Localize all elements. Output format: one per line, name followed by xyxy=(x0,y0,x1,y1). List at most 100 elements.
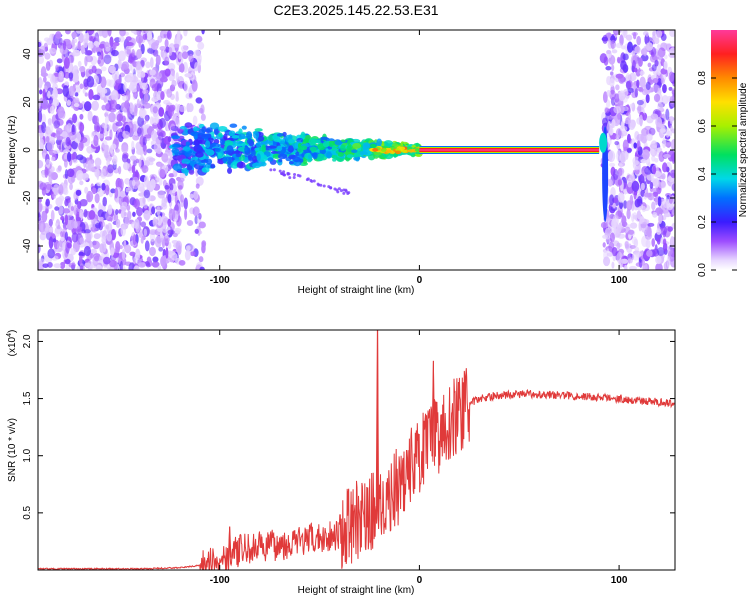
heatmap-cell xyxy=(634,88,639,98)
heatmap-cell xyxy=(71,124,77,136)
heatmap-cell xyxy=(665,127,670,138)
heatmap-cell xyxy=(245,131,253,140)
heatmap-cell xyxy=(276,133,284,137)
heatmap-cell xyxy=(66,123,73,133)
heatmap-cell xyxy=(654,177,660,189)
heatmap-cell xyxy=(198,256,204,263)
heatmap-cell xyxy=(609,232,615,243)
heatmap-cell xyxy=(72,49,81,57)
heatmap-cell xyxy=(132,234,137,246)
heatmap-cell xyxy=(150,178,156,190)
heatmap-cell xyxy=(602,242,606,248)
heatmap-cell xyxy=(115,218,121,228)
heatmap-cell xyxy=(132,211,136,217)
heatmap-cell xyxy=(79,237,85,245)
heatmap-cell xyxy=(167,104,175,117)
heatmap-cell xyxy=(655,255,662,265)
heatmap-cell xyxy=(652,211,658,218)
heatmap-cell xyxy=(48,236,54,249)
heatmap-cell xyxy=(61,131,68,138)
heatmap-cell xyxy=(164,68,171,77)
heatmap-cell xyxy=(145,61,151,69)
heatmap-cell xyxy=(52,184,60,196)
heatmap-cell xyxy=(241,142,246,147)
heatmap-cell xyxy=(629,244,636,249)
heatmap-cell xyxy=(268,145,277,149)
heatmap-cell xyxy=(665,108,670,121)
heatmap-cell xyxy=(98,43,106,49)
heatmap-cell xyxy=(206,158,213,165)
heatmap-cell xyxy=(269,168,273,172)
heatmap-cell xyxy=(620,45,626,50)
heatmap-cell xyxy=(627,41,634,53)
heatmap-cell xyxy=(135,158,140,164)
heatmap-cell xyxy=(164,39,169,48)
heatmap-cell xyxy=(107,30,112,37)
heatmap-cell xyxy=(149,173,157,180)
heatmap-cell xyxy=(657,102,664,111)
heatmap-cell xyxy=(83,229,91,234)
heatmap-cell xyxy=(72,159,78,164)
heatmap-cell xyxy=(62,207,70,214)
heatmap-cell xyxy=(164,56,170,66)
heatmap-cell xyxy=(395,150,402,155)
snr-y-tick-label: 0.5 xyxy=(22,505,33,519)
heatmap-cell xyxy=(287,139,295,144)
heatmap-cell xyxy=(309,146,318,152)
heatmap-cell xyxy=(49,105,55,115)
heatmap-cell xyxy=(186,164,193,171)
heatmap-cell xyxy=(644,166,652,175)
heatmap-cell xyxy=(175,90,179,100)
heatmap-cell xyxy=(46,38,53,46)
heatmap-cell xyxy=(632,32,637,40)
heatmap-cell xyxy=(660,77,665,85)
heatmap-cell xyxy=(94,115,99,127)
heatmap-cell xyxy=(632,160,641,171)
heatmap-cell xyxy=(38,47,42,58)
heatmap-cell xyxy=(48,218,53,227)
heatmap-cell xyxy=(95,264,103,270)
heatmap-cell xyxy=(89,36,97,42)
heatmap-cell xyxy=(134,218,140,230)
heatmap-cell xyxy=(63,158,68,168)
heatmap-cell xyxy=(144,134,152,139)
heatmap-cell xyxy=(113,260,118,270)
heatmap-cell xyxy=(88,210,96,220)
heatmap-cell xyxy=(657,246,665,257)
heatmap-cell xyxy=(618,258,624,268)
spectrogram-y-tick-label: -40 xyxy=(22,238,33,253)
heatmap-cell xyxy=(322,184,326,188)
heatmap-cell xyxy=(336,190,340,194)
heatmap-cell xyxy=(198,107,204,114)
heatmap-cell xyxy=(191,79,198,92)
heatmap-cell xyxy=(614,141,620,146)
heatmap-cell xyxy=(254,128,263,132)
spectrogram-x-label: Height of straight line (km) xyxy=(298,285,415,296)
heatmap-cell xyxy=(615,73,624,79)
heatmap-cell xyxy=(195,167,199,177)
heatmap-cell xyxy=(65,30,71,35)
spectrogram-y-tick-label: 0 xyxy=(22,147,33,153)
heatmap-cell xyxy=(658,213,663,225)
heatmap-cell xyxy=(200,113,206,121)
heatmap-cell xyxy=(201,241,206,254)
heatmap-cell xyxy=(76,265,81,270)
heatmap-cell xyxy=(78,141,84,152)
heatmap-cell xyxy=(40,66,47,78)
heatmap-cell xyxy=(57,205,64,215)
heatmap-cell xyxy=(84,262,91,268)
snr-multiplier-exp: 4 xyxy=(6,333,13,337)
heatmap-cell xyxy=(65,258,71,265)
heatmap-cell xyxy=(223,150,233,155)
heatmap-cell xyxy=(194,62,199,72)
heatmap-cell xyxy=(655,117,663,128)
heatmap-cell xyxy=(166,88,173,98)
heatmap-cell xyxy=(660,33,667,41)
heatmap-cell xyxy=(664,142,672,147)
heatmap-cell xyxy=(624,226,631,235)
heatmap-cell xyxy=(646,249,653,257)
heatmap-cell xyxy=(634,246,640,253)
heatmap-cell xyxy=(87,159,94,172)
heatmap-cell xyxy=(65,136,71,147)
heatmap-cell xyxy=(134,104,138,117)
